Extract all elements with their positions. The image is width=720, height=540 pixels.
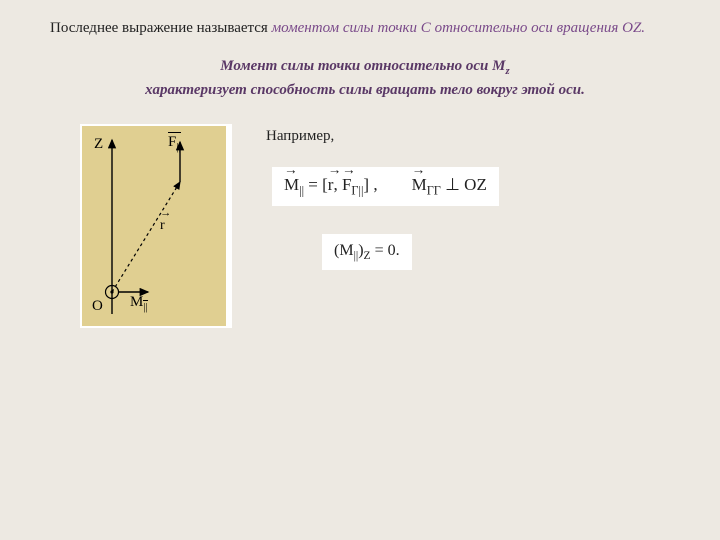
definition-block: Момент силы точки относительно оси Mz ха…	[80, 56, 650, 101]
diagram: Z F|| r O M||	[82, 126, 226, 326]
intro-plain: Последнее выражение называется	[50, 20, 272, 36]
defn-line1-sub: z	[506, 65, 510, 77]
example-label: Например,	[266, 128, 680, 145]
lbl-z: Z	[94, 136, 103, 153]
lbl-f: F||	[168, 132, 181, 153]
lbl-o: O	[92, 298, 103, 315]
defn-line1: Момент силы точки относительно оси M	[220, 58, 505, 74]
diagram-svg	[82, 126, 226, 326]
formula-1: M|| = [r, FГ||] , MГГ ⊥ OZ	[272, 167, 499, 206]
lbl-r: r	[160, 218, 165, 234]
right-col: Например, M|| = [r, FГ||] , MГГ ⊥ OZ (M|…	[266, 124, 680, 271]
intro-text: Последнее выражение называется моментом …	[50, 18, 680, 38]
defn-line2: характеризует способность силы вращать т…	[145, 82, 585, 98]
lbl-m: M||	[130, 294, 148, 313]
body-row: Z F|| r O M|| Например, M|| = [r, FГ||] …	[50, 124, 680, 328]
diagram-wrap: Z F|| r O M||	[80, 124, 232, 328]
formula-2: (M||)Z = 0.	[322, 234, 412, 270]
intro-term: моментом силы точки C относительно оси в…	[272, 20, 645, 36]
